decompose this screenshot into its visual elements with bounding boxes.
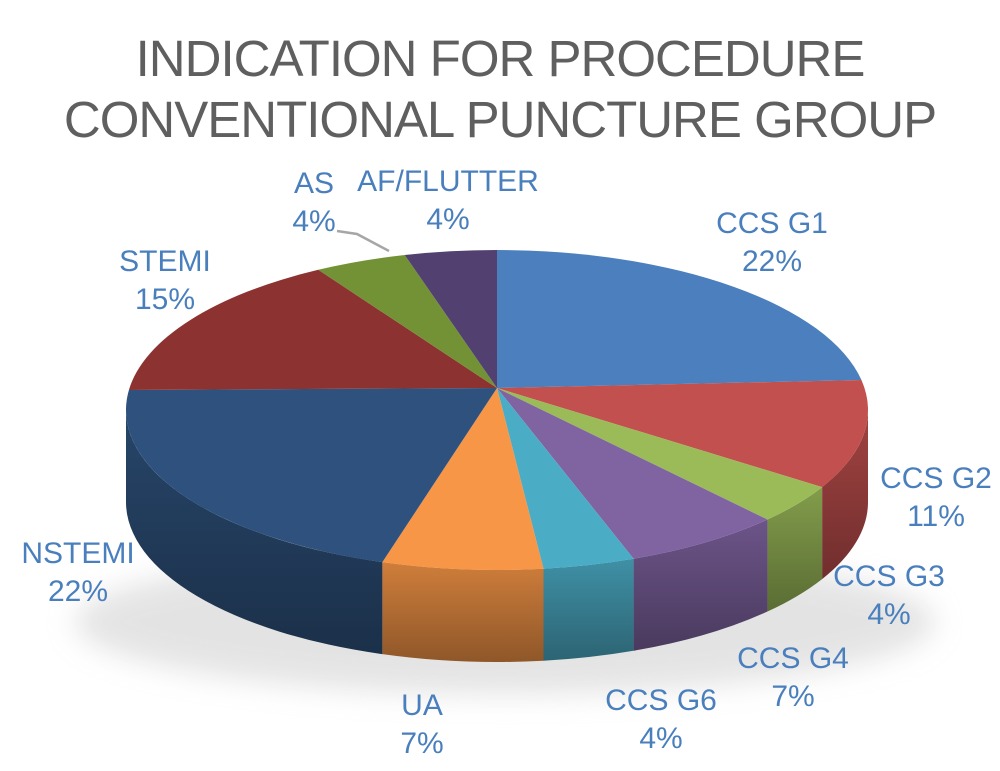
- pie-slice-ua: [382, 388, 544, 571]
- pie-wall-ua: [382, 562, 544, 663]
- pie-wall-ccs-g2: [822, 410, 868, 580]
- label-ccs-g2-name: CCS G2: [880, 462, 992, 495]
- as-leader-line: [336, 229, 390, 253]
- pie-slice-ccs-g1: [497, 250, 862, 388]
- pie-wall-ccs-g6: [543, 558, 634, 661]
- label-ccs-g4-pct: 7%: [771, 680, 815, 713]
- pie-wall-ccs-g4: [633, 519, 768, 651]
- label-stemi-name: STEMI: [119, 245, 211, 278]
- pie-slice-stemi: [128, 269, 497, 390]
- label-as: AS 4%: [194, 165, 434, 241]
- label-ccs-g3-pct: 4%: [867, 598, 911, 631]
- label-ccs-g4-name: CCS G4: [737, 642, 849, 675]
- label-ua-pct: 7%: [400, 727, 444, 760]
- label-af-flutter: AF/FLUTTER 4%: [328, 163, 568, 239]
- pie-slice-ccs-g4: [497, 388, 768, 559]
- pie-side-walls: [126, 410, 868, 663]
- label-ccs-g6-pct: 4%: [639, 722, 683, 755]
- label-ccs-g6: CCS G6 4%: [541, 682, 781, 758]
- pie-slice-ccs-g2: [497, 380, 868, 488]
- label-ccs-g6-name: CCS G6: [605, 684, 717, 717]
- pie-slice-ccs-g3: [497, 388, 823, 520]
- pie-wall-ccs-g3: [767, 487, 823, 612]
- label-ccs-g3: CCS G3 4%: [769, 558, 1000, 634]
- pie-slice-nstemi: [125, 388, 497, 563]
- label-af-flutter-name: AF/FLUTTER: [357, 165, 539, 198]
- label-ccs-g1-pct: 22%: [741, 245, 803, 278]
- label-ccs-g2: CCS G2 11%: [816, 460, 1000, 536]
- label-nstemi-name: NSTEMI: [21, 537, 135, 570]
- label-af-flutter-pct: 4%: [426, 203, 470, 236]
- label-ua: UA 7%: [302, 687, 542, 763]
- label-nstemi: NSTEMI 22%: [0, 535, 198, 611]
- label-ccs-g1: CCS G1 22%: [652, 205, 892, 281]
- label-ccs-g4: CCS G4 7%: [673, 640, 913, 716]
- pie-wall-nstemi: [126, 410, 383, 655]
- label-ccs-g1-name: CCS G1: [716, 207, 828, 240]
- pie-top-faces: [125, 250, 868, 571]
- label-stemi-pct: 15%: [134, 283, 196, 316]
- pie-slice-ccs-g6: [497, 388, 634, 569]
- label-ccs-g3-name: CCS G3: [833, 560, 945, 593]
- pie-slice-as: [318, 255, 497, 388]
- pie-slice-af-flutter: [404, 250, 497, 388]
- label-as-pct: 4%: [292, 205, 336, 238]
- label-stemi: STEMI 15%: [45, 243, 285, 319]
- chart-title-line2: CONVENTIONAL PUNCTURE GROUP: [63, 91, 937, 148]
- label-ua-name: UA: [401, 689, 443, 722]
- chart-title-line1: INDICATION FOR PROCEDURE: [135, 30, 866, 87]
- label-as-name: AS: [293, 167, 335, 200]
- label-nstemi-pct: 22%: [47, 575, 109, 608]
- label-ccs-g2-pct: 11%: [907, 500, 965, 533]
- chart-title: INDICATION FOR PROCEDURE CONVENTIONAL PU…: [0, 28, 1000, 150]
